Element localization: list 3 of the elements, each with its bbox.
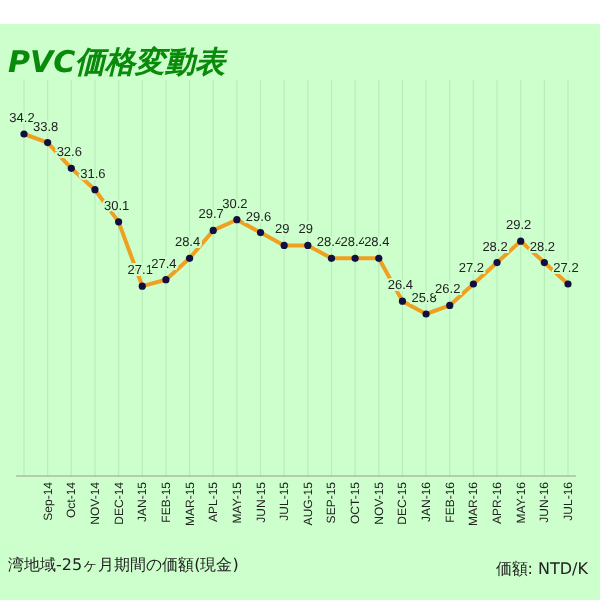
text: 湾地域-25ヶ月期間の価額(現金) [8, 556, 239, 574]
chart-title: PVC価格変動表 [8, 44, 230, 80]
text: 価額: NTD/K [495, 560, 590, 578]
